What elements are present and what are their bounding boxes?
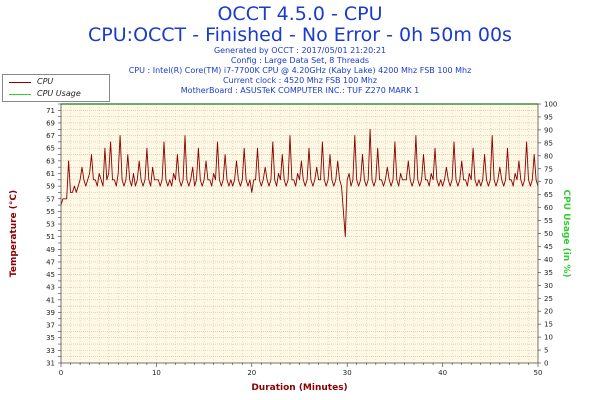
x-tick-label: 20: [247, 369, 256, 377]
x-axis-title: Duration (Minutes): [251, 383, 347, 393]
x-tick-label: 50: [534, 369, 543, 377]
y-right-tick-label: 10: [544, 334, 553, 342]
y-right-tick-label: 15: [544, 321, 553, 329]
info-cpu: CPU : Intel(R) Core(TM) i7-7700K CPU @ 4…: [128, 66, 472, 75]
y-right-tick-label: 35: [544, 269, 553, 277]
y-left-tick-label: 69: [46, 119, 55, 127]
info-config: Config : Large Data Set, 8 Threads: [230, 56, 370, 65]
y-left-tick-label: 37: [46, 322, 55, 330]
y-left-tick-label: 39: [46, 309, 55, 317]
y-left-tick-label: 61: [46, 170, 55, 178]
y-right-tick-label: 40: [544, 256, 553, 264]
y-left-tick-label: 65: [46, 145, 55, 153]
y-left-tick-label: 43: [46, 284, 55, 292]
y-left-tick-label: 67: [46, 132, 55, 140]
info-motherboard: MotherBoard : ASUSTeK COMPUTER INC.: TUF…: [180, 86, 420, 95]
legend-label-cpu-usage: CPU Usage: [37, 89, 81, 98]
y-left-tick-label: 49: [46, 246, 55, 254]
y-right-tick-label: 55: [544, 217, 553, 225]
axes: [58, 103, 541, 367]
legend-item-cpu: CPU: [3, 76, 109, 88]
x-tick-label: 30: [343, 369, 352, 377]
info-generated: Generated by OCCT : 2017/05/01 21:20:21: [213, 46, 387, 55]
y-left-tick-label: 33: [46, 347, 55, 355]
chart-subtitle: CPU:OCCT - Finished - No Error - 0h 50m …: [88, 24, 512, 46]
y-left-tick-label: 55: [46, 208, 55, 216]
y-right-tick-label: 100: [544, 101, 557, 109]
y-right-tick-label: 90: [544, 126, 553, 134]
y-axis-left-title: Temperature (°C): [9, 190, 19, 277]
y-right-tick-label: 5: [544, 347, 548, 355]
y-right-tick-label: 80: [544, 152, 553, 160]
y-right-tick-label: 0: [544, 360, 548, 368]
chart-title: OCCT 4.5.0 - CPU: [217, 3, 383, 25]
chart-legend: CPU CPU Usage: [2, 74, 110, 102]
y-left-tick-label: 35: [46, 334, 55, 342]
y-right-tick-label: 85: [544, 139, 553, 147]
y-left-tick-label: 45: [46, 271, 55, 279]
y-left-tick-label: 53: [46, 221, 55, 229]
legend-swatch-cpu-usage: [9, 94, 31, 95]
y-right-tick-label: 70: [544, 178, 553, 186]
y-right-tick-label: 95: [544, 113, 553, 121]
y-right-tick-label: 45: [544, 243, 553, 251]
y-left-tick-label: 31: [46, 360, 55, 368]
y-left-tick-label: 41: [46, 296, 55, 304]
y-right-tick-label: 30: [544, 282, 553, 290]
plot-frame: [60, 103, 539, 364]
y-left-tick-label: 59: [46, 183, 55, 191]
legend-swatch-cpu: [9, 82, 31, 83]
y-right-tick-label: 25: [544, 295, 553, 303]
y-right-tick-label: 60: [544, 204, 553, 212]
y-left-tick-label: 47: [46, 258, 55, 266]
series-line-cpu: [60, 128, 539, 238]
y-left-tick-label: 71: [46, 107, 55, 115]
y-axis-right-title: CPU Usage (in %): [561, 190, 571, 278]
x-tick-label: 40: [438, 369, 447, 377]
y-left-tick-label: 63: [46, 157, 55, 165]
info-current-clock: Current clock : 4520 Mhz FSB 100 Mhz: [222, 76, 378, 85]
y-right-tick-label: 75: [544, 165, 553, 173]
x-tick-label: 0: [59, 369, 63, 377]
tick-labels: 31 33 35 37 39 41 43 45 47 49 51 53 55 57 59 61 63 65 67 69…: [46, 101, 557, 378]
y-right-tick-label: 20: [544, 308, 553, 316]
x-tick-label: 10: [152, 369, 161, 377]
y-left-tick-label: 57: [46, 195, 55, 203]
y-right-tick-label: 65: [544, 191, 553, 199]
y-left-tick-label: 51: [46, 233, 55, 241]
legend-item-cpu-usage: CPU Usage: [3, 88, 109, 100]
y-right-tick-label: 50: [544, 230, 553, 238]
legend-label-cpu: CPU: [37, 77, 54, 86]
